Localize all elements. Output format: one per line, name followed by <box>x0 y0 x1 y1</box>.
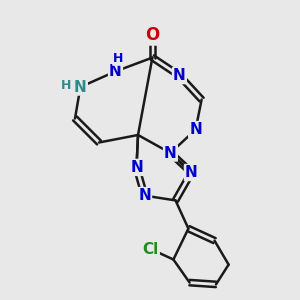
Text: N: N <box>74 80 87 94</box>
Text: N: N <box>185 165 198 180</box>
Text: H: H <box>113 52 123 65</box>
Text: H: H <box>61 79 71 92</box>
Text: N: N <box>164 146 177 160</box>
Text: N: N <box>109 64 122 79</box>
Text: O: O <box>145 26 160 44</box>
Text: N: N <box>138 188 151 203</box>
Text: N: N <box>130 160 143 175</box>
Text: N: N <box>173 68 186 83</box>
Text: Cl: Cl <box>142 242 159 256</box>
Text: N: N <box>189 122 202 137</box>
